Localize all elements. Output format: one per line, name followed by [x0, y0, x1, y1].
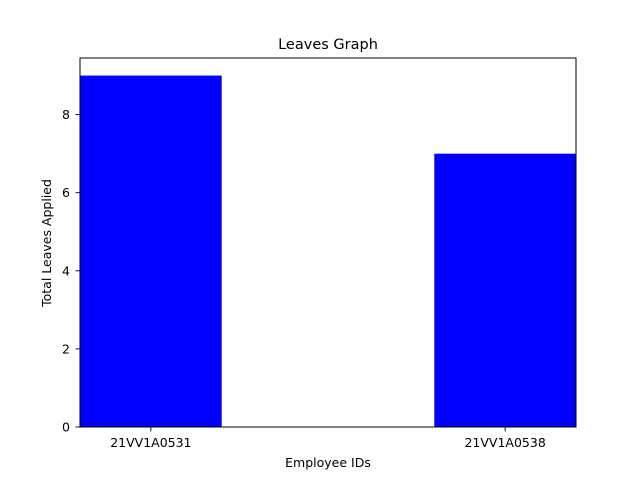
y-tick-label: 8: [62, 107, 70, 122]
bar-21VV1A0538: [434, 153, 576, 428]
x-tick-label: 21VV1A0531: [110, 435, 191, 450]
x-axis: 21VV1A0531 21VV1A0538: [110, 427, 546, 450]
x-axis-label: Employee IDs: [285, 455, 371, 470]
y-tick-label: 6: [62, 185, 70, 200]
chart-title: Leaves Graph: [278, 37, 378, 53]
y-tick-label: 0: [62, 420, 70, 435]
bar-21VV1A0531: [80, 75, 222, 427]
y-tick-label: 4: [62, 263, 70, 278]
x-tick-label: 21VV1A0538: [464, 435, 545, 450]
y-axis: 0 2 4 6 8: [62, 107, 80, 435]
plot-frame: [79, 57, 577, 428]
y-axis-label: Total Leaves Applied: [39, 179, 54, 308]
plot-area: [80, 75, 576, 428]
y-tick-label: 2: [62, 341, 70, 356]
